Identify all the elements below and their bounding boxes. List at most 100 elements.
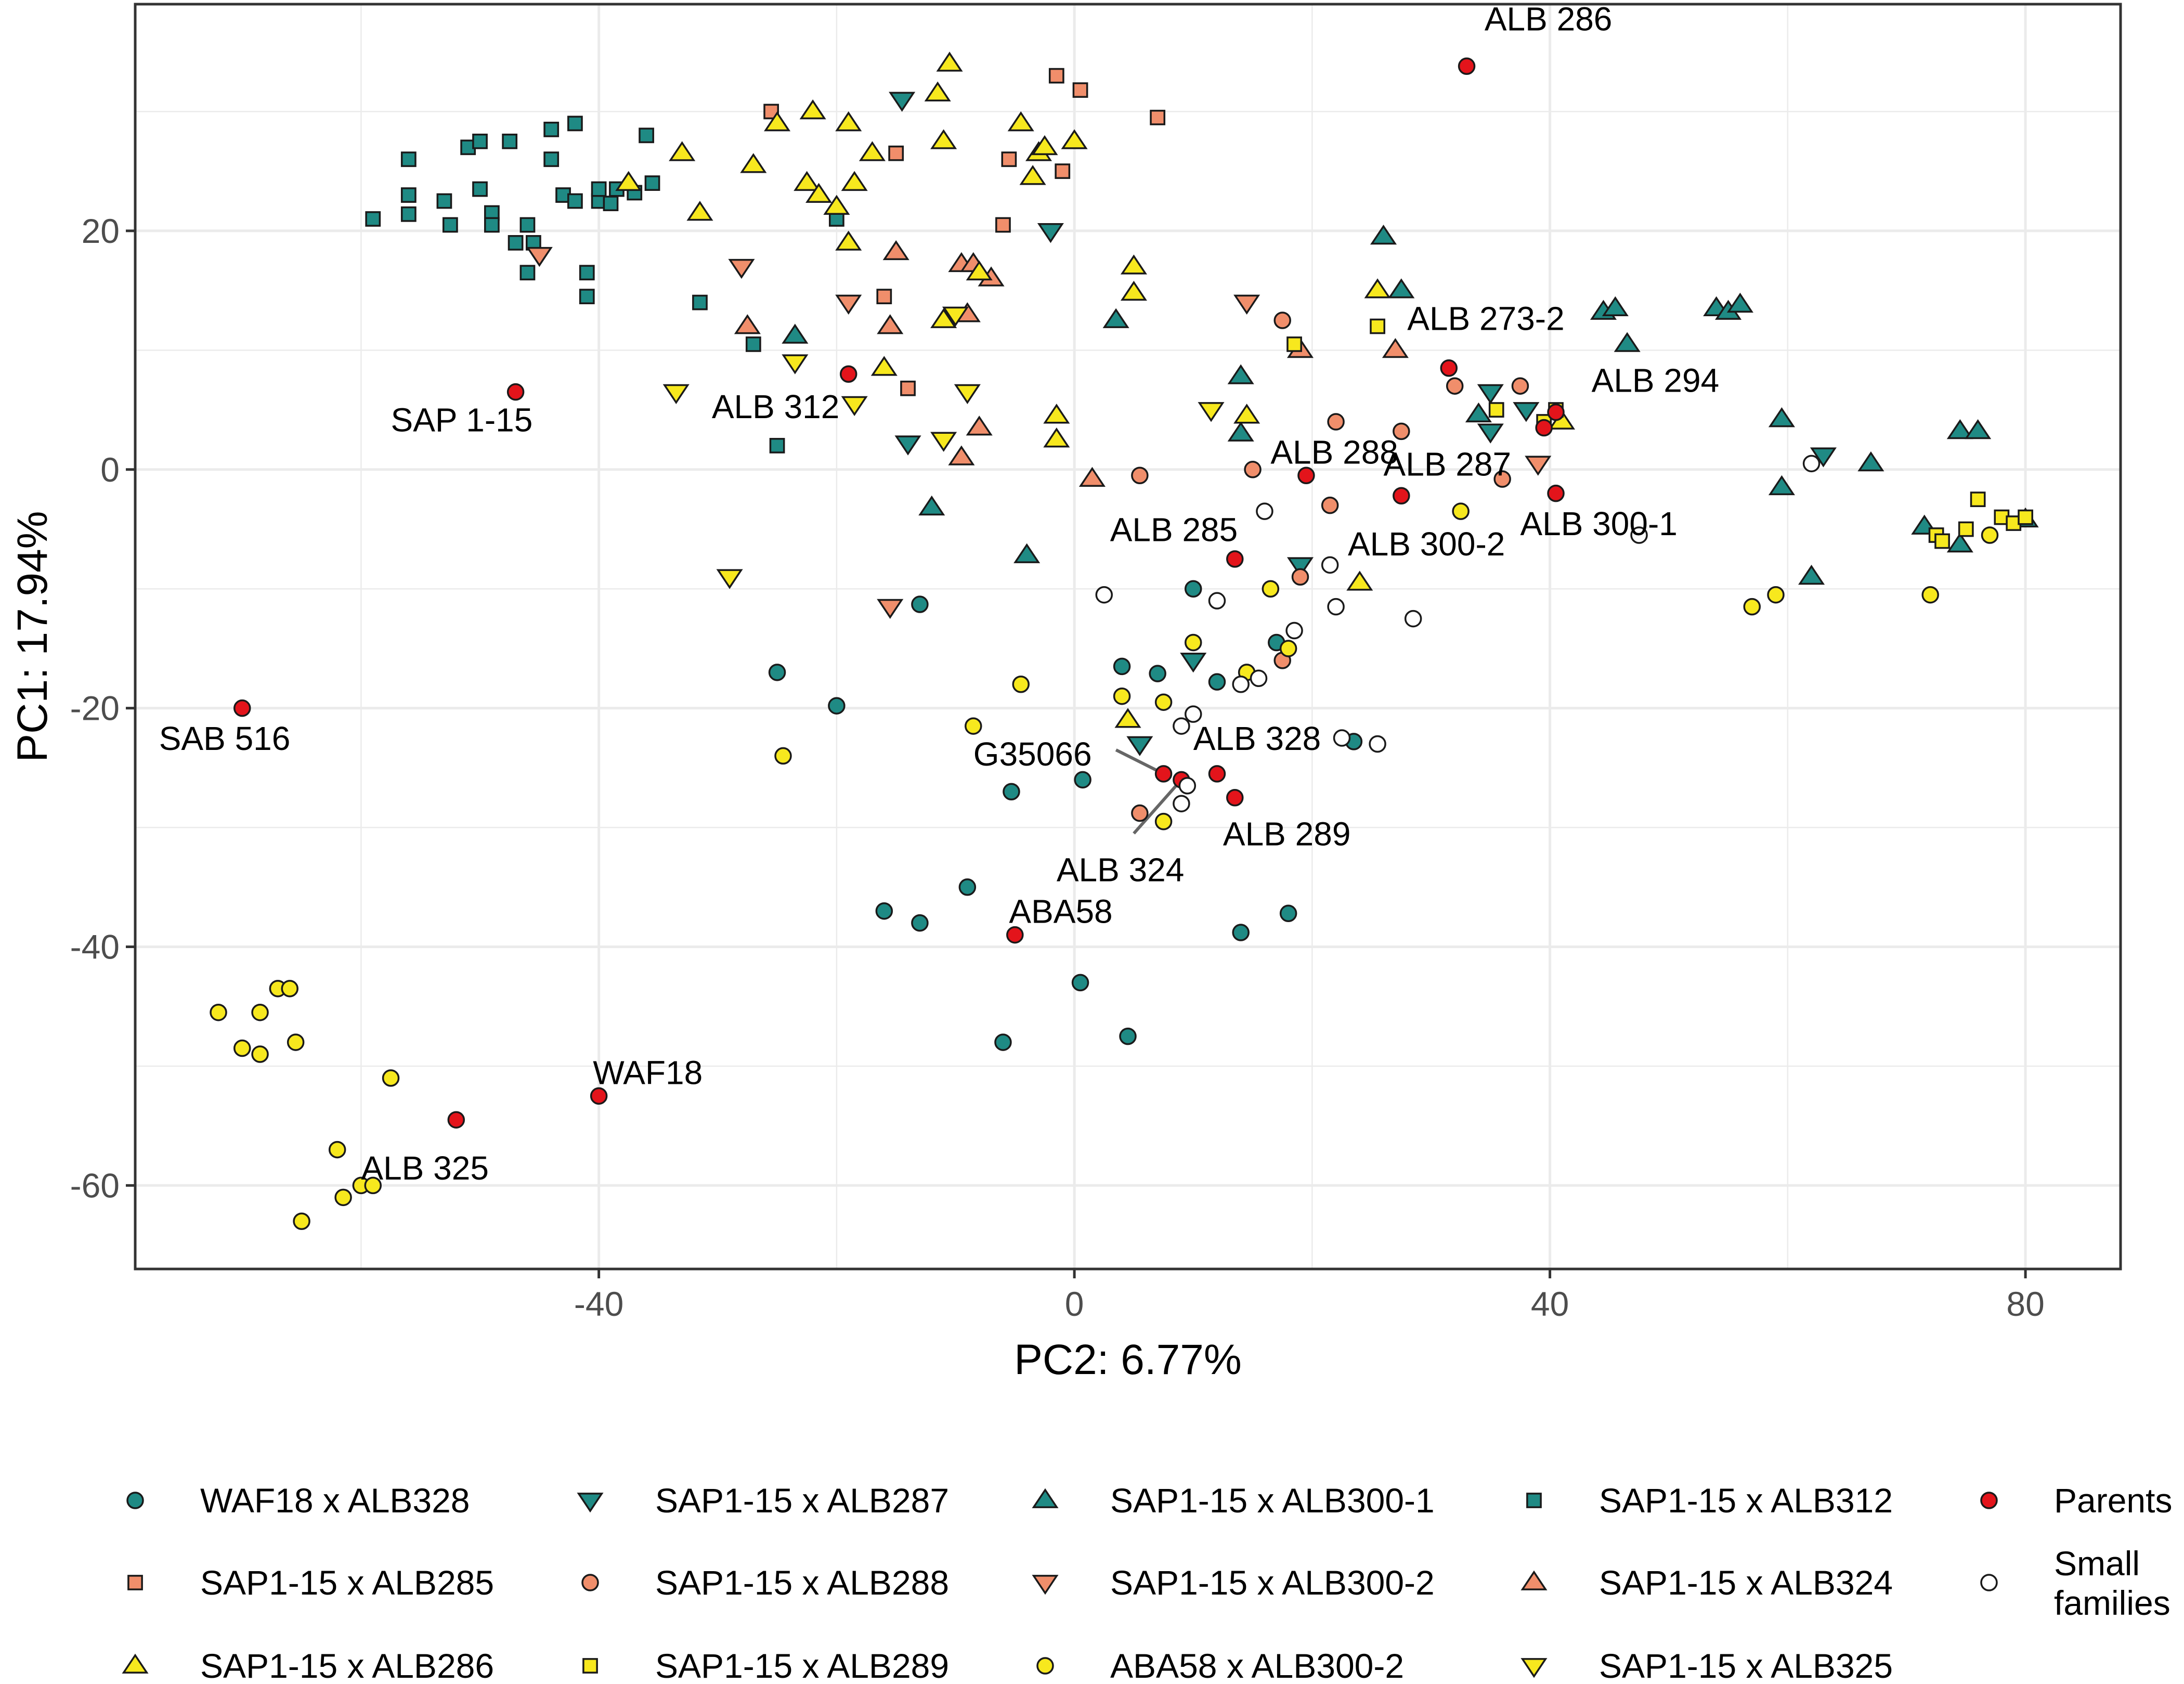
data-point xyxy=(911,914,929,932)
data-point xyxy=(1119,1027,1137,1045)
data-point xyxy=(579,289,595,304)
point-annotation: SAP 1-15 xyxy=(391,401,533,438)
data-point xyxy=(506,383,525,401)
legend-item-aba58-x-alb300-2: ABA58 x ALB300-2 xyxy=(1036,1647,1404,1684)
data-point xyxy=(590,1087,608,1105)
data-point xyxy=(543,122,560,137)
data-point xyxy=(875,902,893,920)
legend-key-sap1-15-x-alb324 xyxy=(1520,1570,1548,1590)
data-point xyxy=(1921,586,1939,604)
data-point xyxy=(1244,461,1262,478)
data-point xyxy=(519,265,536,281)
data-point xyxy=(1233,404,1260,424)
data-point xyxy=(1226,788,1244,807)
data-point xyxy=(472,133,488,149)
data-point xyxy=(1388,278,1415,299)
data-point xyxy=(233,1039,251,1057)
data-point xyxy=(1233,294,1260,315)
point-annotation: ALB 286 xyxy=(1485,0,1613,37)
data-point xyxy=(1227,421,1254,442)
legend-item-sap1-15-x-alb324: SAP1-15 x ALB324 xyxy=(1520,1563,1893,1602)
data-point xyxy=(1019,165,1046,185)
data-point xyxy=(251,1045,269,1063)
data-point xyxy=(859,141,886,161)
series-sap1-15-x-alb285 xyxy=(763,68,1166,396)
data-point xyxy=(1291,568,1309,586)
data-point xyxy=(334,1188,352,1207)
series-small-families xyxy=(1095,455,1821,812)
legend-item-sap1-15-x-alb285: SAP1-15 x ALB285 xyxy=(127,1563,494,1602)
legend-label: SAP1-15 x ALB325 xyxy=(1599,1647,1893,1684)
data-point xyxy=(882,240,909,261)
data-point xyxy=(930,129,957,149)
data-point xyxy=(716,569,743,589)
data-point xyxy=(1279,904,1297,923)
data-point xyxy=(966,416,993,436)
series-sap1-15-x-alb300-1 xyxy=(782,224,2039,585)
data-point xyxy=(924,81,951,101)
y-tick-label: -20 xyxy=(70,689,120,728)
legend-key-waf18-x-alb328 xyxy=(126,1492,144,1509)
data-point xyxy=(1071,974,1089,992)
data-point xyxy=(1078,467,1106,487)
series-parents xyxy=(233,57,1565,1129)
data-point xyxy=(1114,708,1141,728)
data-point xyxy=(1327,598,1345,616)
point-annotation: ALB 325 xyxy=(361,1149,489,1187)
data-point xyxy=(442,217,458,233)
point-annotation: ALB 273-2 xyxy=(1407,300,1564,337)
data-point xyxy=(1126,736,1153,756)
point-annotation: ALB 288 xyxy=(1270,433,1398,471)
data-point xyxy=(1767,586,1785,604)
point-annotation: SAB 516 xyxy=(159,720,291,757)
data-point xyxy=(1043,428,1070,448)
legend-label: SAP1-15 x ALB287 xyxy=(655,1481,949,1520)
data-point xyxy=(1810,447,1837,468)
data-point xyxy=(965,717,982,735)
data-point xyxy=(365,211,381,227)
data-point xyxy=(930,432,957,452)
data-point xyxy=(764,111,791,132)
data-point xyxy=(400,151,417,167)
data-point xyxy=(1055,163,1071,179)
data-point xyxy=(1154,693,1173,711)
data-point xyxy=(1113,657,1131,676)
data-point xyxy=(782,323,809,344)
data-point xyxy=(745,336,761,352)
data-point xyxy=(1232,676,1250,693)
data-point xyxy=(1154,765,1173,783)
data-point xyxy=(1370,318,1385,334)
data-point xyxy=(799,99,826,120)
x-tick-label: 40 xyxy=(1531,1285,1569,1323)
data-point xyxy=(1321,496,1339,514)
data-point xyxy=(835,230,862,251)
data-point xyxy=(502,133,518,149)
data-point xyxy=(1370,224,1397,245)
data-point xyxy=(900,380,916,396)
data-point xyxy=(1095,586,1113,604)
data-point xyxy=(1493,470,1511,488)
legend-key-parents xyxy=(1980,1492,1998,1509)
data-point xyxy=(1327,413,1345,431)
legend-label: Parents xyxy=(2054,1481,2172,1520)
data-point xyxy=(591,181,607,197)
data-point xyxy=(835,294,862,315)
data-point xyxy=(567,115,583,132)
data-point xyxy=(768,664,786,681)
data-point xyxy=(1970,491,1986,508)
data-point xyxy=(543,151,560,167)
y-axis-title: PC1: 17.94% xyxy=(9,511,56,762)
data-point xyxy=(1003,783,1020,801)
data-point xyxy=(281,980,298,998)
series-sap1-15-x-alb286 xyxy=(615,51,1576,728)
data-point xyxy=(828,697,846,715)
data-point xyxy=(888,145,904,161)
y-tick-label: 0 xyxy=(100,450,120,489)
data-point xyxy=(1232,924,1250,941)
point-annotation: ALB 328 xyxy=(1193,720,1321,757)
data-point xyxy=(1346,571,1373,591)
data-point xyxy=(1262,580,1280,598)
data-point xyxy=(994,1033,1012,1051)
data-point xyxy=(644,175,660,191)
data-point xyxy=(1286,557,1314,577)
